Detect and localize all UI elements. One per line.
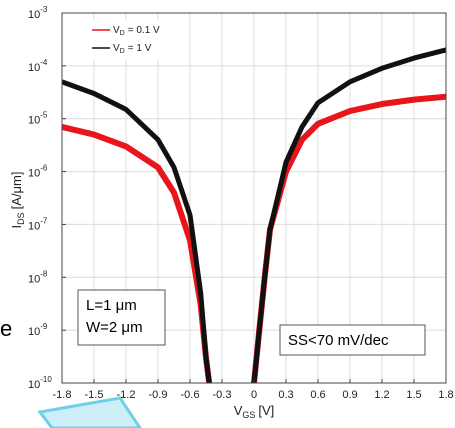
decoration [37,396,142,428]
y-tick-label: 10-9 [28,322,48,338]
y-tick-base: 10 [28,220,40,232]
x-tick-label: 0.9 [342,389,357,401]
legend-rest: = 0.1 V [128,25,160,36]
x-label-sub: GS [242,410,255,420]
y-tick-base: 10 [28,62,40,74]
y-tick-label: 10-3 [28,5,48,21]
legend-rest: = 1 V [128,43,152,54]
y-tick-label: 10-5 [28,111,48,127]
curve [62,47,446,383]
x-tick-label: 1.8 [438,389,453,401]
y-tick-base: 10 [28,167,40,179]
x-axis-label: VGS [V] [234,403,275,420]
annotation: W=2 μm [86,319,143,336]
y-tick-exponent: -6 [40,164,48,173]
y-tick-label: 10-8 [28,269,48,285]
x-tick-label: -0.6 [181,389,200,401]
x-tick-label: -0.9 [149,389,168,401]
x-tick-label: -1.5 [85,389,104,401]
x-label-text: V [234,403,243,418]
y-tick-exponent: -4 [40,58,48,67]
y-tick-exponent: -9 [40,322,48,331]
x-tick-label: -1.8 [53,389,72,401]
dimension-box [77,289,166,346]
y-label-unit: [A/μm] [9,172,24,210]
annotation: L=1 μm [86,297,137,314]
x-tick-label: -1.2 [117,389,136,401]
y-tick-base: 10 [28,326,40,338]
x-tick-label: 0.6 [310,389,325,401]
y-tick-label: 10-6 [28,164,48,180]
x-tick-label: 1.2 [374,389,389,401]
legend-label: VD = 1 V [113,43,152,55]
y-label-sub: DS [16,212,26,225]
y-tick-label: 10-10 [28,375,52,391]
legend-name: V [113,25,120,36]
legend-sub: D [120,30,125,37]
annotation: SS<70 mV/dec [288,332,389,349]
edge-text: e [0,316,12,341]
y-tick-exponent: -7 [40,217,48,226]
y-tick-exponent: -10 [40,375,52,384]
y-axis-label: IDS [A/μm] [9,172,26,229]
y-tick-label: 10-7 [28,217,48,233]
x-tick-label: 0.3 [278,389,293,401]
x-tick-label: 1.5 [406,389,421,401]
y-tick-base: 10 [28,273,40,285]
y-tick-exponent: -5 [40,111,48,120]
y-tick-base: 10 [28,115,40,127]
legend-sub: D [120,48,125,55]
y-label-text: I [9,225,24,229]
legend [85,20,165,60]
x-tick-label: -0.3 [213,389,232,401]
y-tick-exponent: -8 [40,269,48,278]
y-tick-label: 10-4 [28,58,48,74]
legend-label: VD = 0.1 V [113,25,160,37]
legend-name: V [113,43,120,54]
y-tick-exponent: -3 [40,5,48,14]
y-tick-base: 10 [28,379,40,391]
y-tick-base: 10 [28,9,40,21]
x-tick-label: 0 [251,389,257,401]
x-label-unit: [V] [258,403,274,418]
ss-box [279,324,426,356]
